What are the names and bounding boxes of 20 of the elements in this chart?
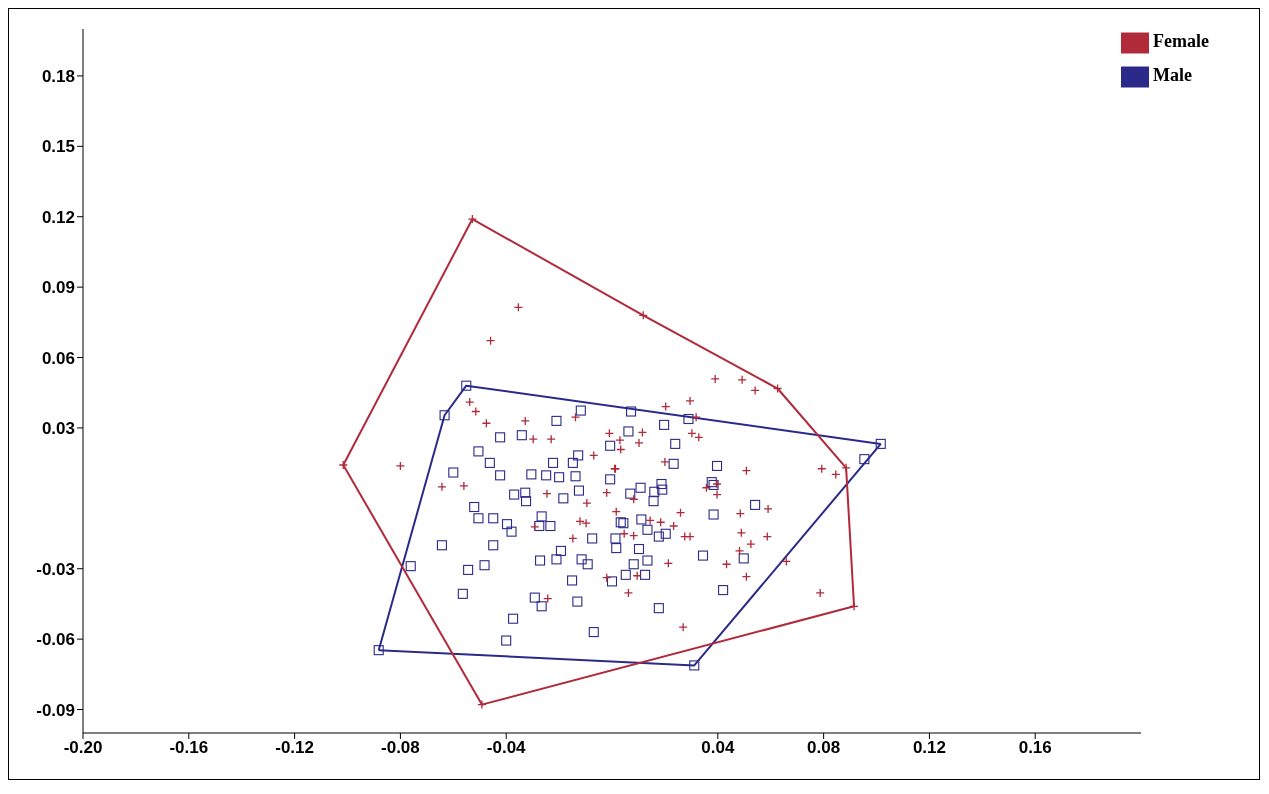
y-tick-label: -0.06 [36,630,75,650]
x-tick-label: -0.16 [169,738,209,758]
y-tick-label: 0.06 [41,348,75,368]
x-tick-label: -0.20 [63,738,103,758]
y-tick-label: 0.18 [41,66,75,86]
x-tick-label: 0.16 [1018,738,1052,758]
y-tick-label: 0.15 [41,137,75,157]
y-tick-label: 0.12 [41,207,75,227]
y-tick-label: 0.03 [41,418,75,438]
legend-label: Male [1153,65,1193,85]
y-tick-label: -0.03 [36,559,75,579]
x-tick-label: 0.04 [701,738,735,758]
legend-label: Female [1153,31,1209,51]
x-tick-label: -0.12 [275,738,314,758]
x-tick-label: 0.12 [912,738,946,758]
y-tick-label: -0.09 [36,700,75,720]
y-tick-label: 0.09 [41,278,75,298]
x-tick-label: -0.04 [486,738,527,758]
x-tick-label: 0.08 [807,738,841,758]
x-tick-label: -0.08 [381,738,420,758]
